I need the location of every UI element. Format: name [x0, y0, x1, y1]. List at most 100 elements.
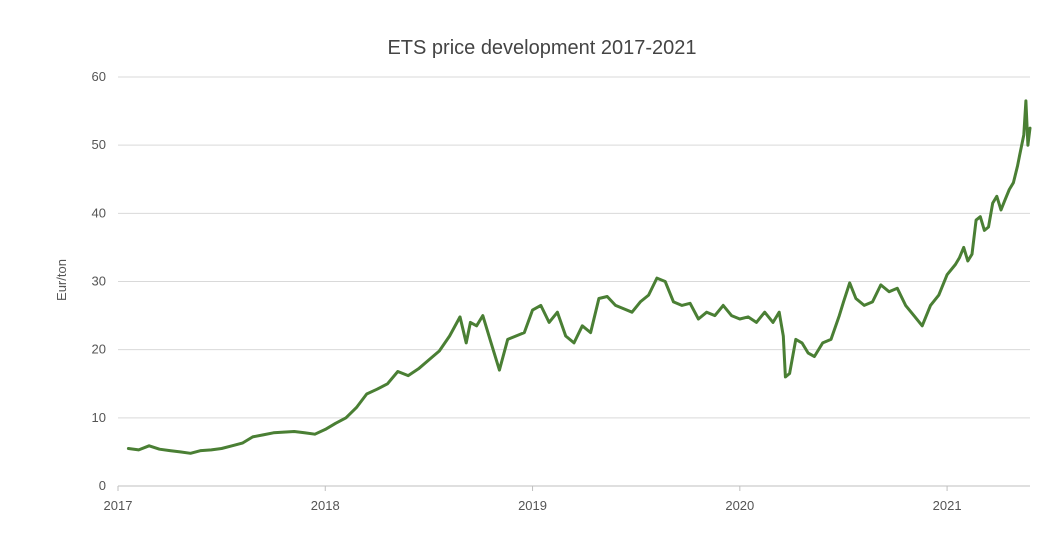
data-point: [879, 283, 882, 287]
data-point: [407, 374, 410, 377]
y-tick-label: 40: [92, 205, 106, 220]
data-point: [784, 375, 787, 379]
data-point: [962, 246, 965, 249]
y-tick-label: 10: [92, 410, 106, 425]
data-point: [448, 334, 451, 338]
data-point: [241, 441, 244, 445]
data-point: [887, 290, 891, 293]
data-point: [481, 314, 484, 317]
data-point: [937, 293, 940, 297]
data-point: [746, 315, 750, 319]
data-point: [794, 338, 797, 341]
data-point: [475, 324, 478, 327]
data-point: [848, 281, 851, 285]
y-tick-label: 30: [92, 274, 106, 289]
y-axis-label: Eur/ton: [54, 259, 69, 301]
data-point: [974, 218, 978, 222]
data-point: [829, 338, 833, 341]
data-point: [999, 208, 1003, 212]
data-point: [807, 351, 810, 355]
data-point: [1026, 144, 1030, 147]
data-point: [220, 447, 223, 450]
data-point: [800, 341, 804, 345]
data-point: [189, 452, 192, 455]
data-point: [854, 297, 858, 300]
data-point: [945, 273, 949, 276]
y-tick-label: 50: [92, 137, 106, 152]
data-point: [987, 225, 990, 229]
data-point: [396, 370, 399, 373]
data-point: [639, 300, 642, 304]
data-point: [581, 324, 584, 327]
data-point: [531, 308, 534, 312]
data-point: [954, 263, 957, 266]
y-tick-label: 20: [92, 342, 106, 357]
data-point: [705, 311, 708, 314]
data-point: [896, 287, 899, 290]
data-point: [137, 448, 140, 452]
data-point: [386, 382, 389, 385]
data-point: [697, 317, 700, 321]
gridlines: [118, 76, 1030, 487]
data-point: [303, 431, 306, 434]
data-point: [983, 229, 986, 232]
data-point: [622, 307, 625, 310]
y-tick-label: 0: [99, 478, 106, 493]
data-point: [168, 449, 171, 452]
data-point: [1018, 154, 1021, 157]
data-point: [912, 314, 916, 317]
data-point: [458, 315, 462, 319]
data-point: [995, 195, 998, 198]
data-point: [929, 304, 932, 307]
x-tick-label: 2018: [311, 498, 340, 513]
data-point: [1016, 164, 1019, 167]
data-point: [821, 341, 824, 345]
data-point: [230, 444, 234, 447]
x-tick-label: 2019: [518, 498, 547, 513]
data-point: [1012, 181, 1015, 184]
data-point: [991, 201, 994, 205]
data-point: [921, 324, 924, 327]
data-point: [647, 293, 650, 297]
data-point: [251, 435, 254, 439]
data-point: [199, 449, 203, 452]
data-point: [606, 295, 609, 298]
data-point: [547, 321, 551, 324]
data-point: [630, 311, 634, 314]
data-point: [355, 406, 358, 409]
data-point: [539, 304, 542, 307]
data-point: [688, 302, 692, 305]
data-point: [1024, 99, 1028, 103]
data-point: [614, 304, 617, 307]
data-point: [713, 314, 717, 317]
data-point: [842, 300, 845, 304]
data-point: [158, 448, 161, 451]
data-point: [664, 280, 667, 283]
y-axis-ticks: 0 10 20 30 40 50 60: [92, 69, 106, 493]
data-point: [1020, 144, 1023, 147]
series-line: [126, 99, 1032, 455]
data-point: [1003, 198, 1007, 201]
data-point: [722, 304, 725, 307]
data-point: [838, 314, 841, 317]
data-point: [871, 300, 874, 304]
data-point: [523, 331, 526, 334]
data-point: [572, 341, 576, 345]
data-point: [147, 444, 151, 447]
data-point: [293, 430, 296, 433]
data-point: [313, 433, 317, 436]
data-point: [970, 253, 974, 256]
data-point: [763, 311, 766, 314]
data-point: [489, 341, 493, 345]
data-point: [438, 349, 441, 353]
data-point: [427, 358, 431, 362]
data-point: [782, 334, 785, 338]
data-point: [324, 428, 327, 431]
x-axis-ticks: 2017 2018 2019 2020 2021: [104, 486, 962, 513]
data-point: [556, 311, 559, 314]
x-tick-label: 2020: [725, 498, 754, 513]
data-point: [672, 300, 675, 304]
data-point: [282, 430, 285, 434]
data-point: [966, 259, 969, 263]
